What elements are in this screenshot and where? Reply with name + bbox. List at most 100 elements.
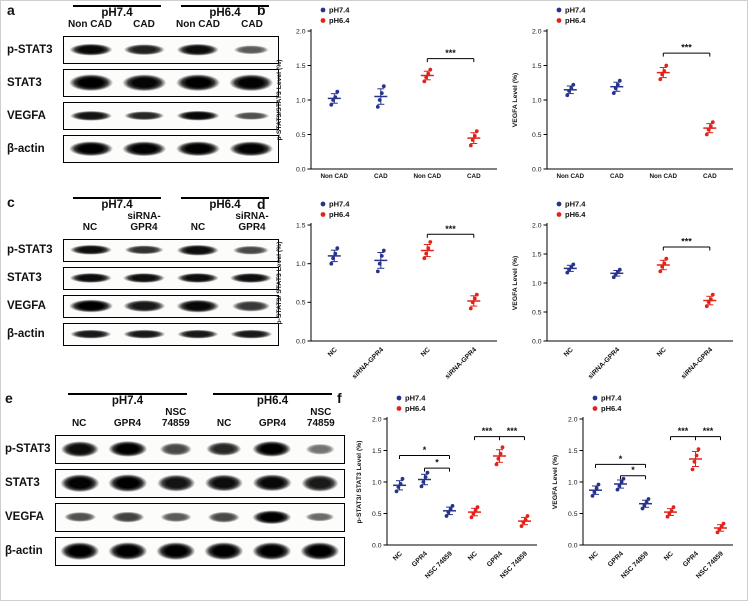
svg-text:siRNA-GPR4: siRNA-GPR4: [351, 346, 385, 380]
blot-band: [108, 542, 148, 560]
blot-band: [252, 441, 292, 458]
panel-c-westernblot: pH7.4 pH6.4 NC siRNA- GPR4 NC siRNA- GPR4 p-ST…: [7, 197, 279, 346]
lane-labels: NC GPR4 NSC 74859 NC GPR4 NSC 74859: [55, 407, 345, 430]
svg-text:1.0: 1.0: [568, 479, 578, 486]
svg-text:1.5: 1.5: [568, 448, 578, 455]
lane-label: GPR4: [258, 417, 287, 429]
blot-row: VEGFA: [5, 502, 345, 532]
data-point: [571, 82, 576, 87]
svg-text:CAD: CAD: [467, 173, 481, 180]
data-point: [590, 494, 595, 498]
data-point: [448, 507, 453, 511]
data-point: [715, 530, 720, 535]
blot-band: [300, 542, 340, 560]
svg-text:CAD: CAD: [610, 173, 624, 180]
data-point: [644, 500, 649, 505]
svg-text:***: ***: [681, 237, 692, 247]
data-point: [621, 476, 626, 481]
protein-label: p-STAT3: [7, 244, 53, 257]
data-point: [710, 120, 715, 124]
svg-text:0.0: 0.0: [296, 338, 306, 345]
svg-text:siRNA-GPR4: siRNA-GPR4: [444, 346, 478, 380]
chart-d1: 0.0 0.5 1.0 1.5 p-STAT3/ STAT3 Level (%) NC si…: [276, 200, 497, 381]
svg-text:0.5: 0.5: [296, 132, 306, 139]
legend-dot: [320, 212, 326, 217]
svg-text:***: ***: [445, 48, 456, 58]
data-point: [592, 490, 597, 494]
blot-band: [69, 110, 112, 121]
blot-band: [230, 273, 273, 284]
svg-text:CAD: CAD: [703, 173, 717, 180]
blot-band: [124, 43, 165, 56]
data-point: [473, 508, 478, 513]
blot-band: [176, 244, 219, 256]
svg-text:VEGFA Level (%): VEGFA Level (%): [512, 256, 519, 311]
data-point: [665, 514, 670, 519]
data-point: [426, 71, 431, 76]
data-point: [565, 270, 570, 275]
chart-pstat3-cad: 0.0 0.5 1.0 1.5 2.0 p-STAT3/STAT3 Level (%) No…: [271, 1, 507, 194]
panel-f-label: f: [337, 390, 342, 406]
protein-label: STAT3: [5, 477, 40, 490]
svg-text:NSC 74859: NSC 74859: [499, 550, 529, 580]
group-label: pH7.4: [72, 197, 162, 211]
legend-dot: [320, 201, 326, 207]
data-point: [335, 246, 340, 251]
blot-box: [63, 266, 279, 290]
panel-e-label: e: [5, 390, 13, 406]
blot-band: [229, 74, 274, 92]
blot-band: [176, 299, 220, 313]
data-point: [470, 138, 475, 142]
lane-label: siRNA- GPR4: [127, 211, 161, 233]
data-point: [475, 505, 480, 510]
data-point: [521, 520, 526, 525]
blot-box: [63, 238, 279, 262]
blot-band: [122, 74, 166, 92]
data-point: [375, 269, 380, 274]
data-point: [494, 462, 499, 467]
panel-d: d 0.0 0.5 1.0 1.5 p-STAT3/ STAT3 Level (%) NC…: [257, 195, 743, 398]
data-point: [377, 261, 382, 266]
svg-text:NC: NC: [563, 346, 575, 358]
data-point: [381, 84, 386, 89]
data-point: [500, 445, 505, 450]
panel-d-label: d: [257, 196, 266, 212]
data-point: [377, 98, 382, 102]
data-point: [696, 447, 701, 452]
svg-text:***: ***: [703, 426, 714, 436]
data-point: [719, 524, 724, 529]
panel-e: e pH7.4 pH6.4 NC GPR4 NSC 74859 NC GPR4 NSC 748…: [5, 391, 345, 566]
svg-text:pH7.4: pH7.4: [405, 394, 426, 403]
svg-text:Non CAD: Non CAD: [320, 173, 348, 180]
data-point: [519, 524, 524, 528]
group-label: pH6.4: [180, 5, 270, 19]
data-point: [660, 72, 665, 77]
legend-dot: [396, 395, 402, 401]
blot-row: β-actin: [5, 536, 345, 566]
data-point: [567, 267, 571, 272]
svg-text:***: ***: [681, 43, 692, 53]
svg-text:p-STAT3/ STAT3 Level (%): p-STAT3/ STAT3 Level (%): [276, 242, 283, 325]
blot-box: [63, 134, 279, 163]
blot-band: [305, 443, 335, 455]
svg-text:NC: NC: [392, 550, 404, 562]
blot-band: [123, 273, 166, 284]
data-point: [375, 105, 380, 109]
data-point: [664, 256, 669, 261]
data-point: [658, 269, 663, 274]
svg-text:GPR4: GPR4: [411, 550, 429, 568]
group-label: pH6.4: [213, 393, 332, 407]
blot-band: [68, 141, 113, 157]
data-point: [613, 86, 618, 91]
blot-band: [69, 43, 113, 57]
legend-dot: [592, 406, 598, 411]
lane-label: NC: [190, 221, 206, 233]
group-header: pH7.4 pH6.4: [63, 5, 279, 19]
data-point: [571, 262, 576, 267]
svg-text:pH7.4: pH7.4: [565, 6, 586, 15]
protein-label: p-STAT3: [7, 43, 53, 56]
blot-band: [175, 73, 220, 92]
data-point: [428, 67, 433, 72]
svg-text:1.0: 1.0: [532, 97, 542, 104]
data-point: [717, 527, 722, 532]
